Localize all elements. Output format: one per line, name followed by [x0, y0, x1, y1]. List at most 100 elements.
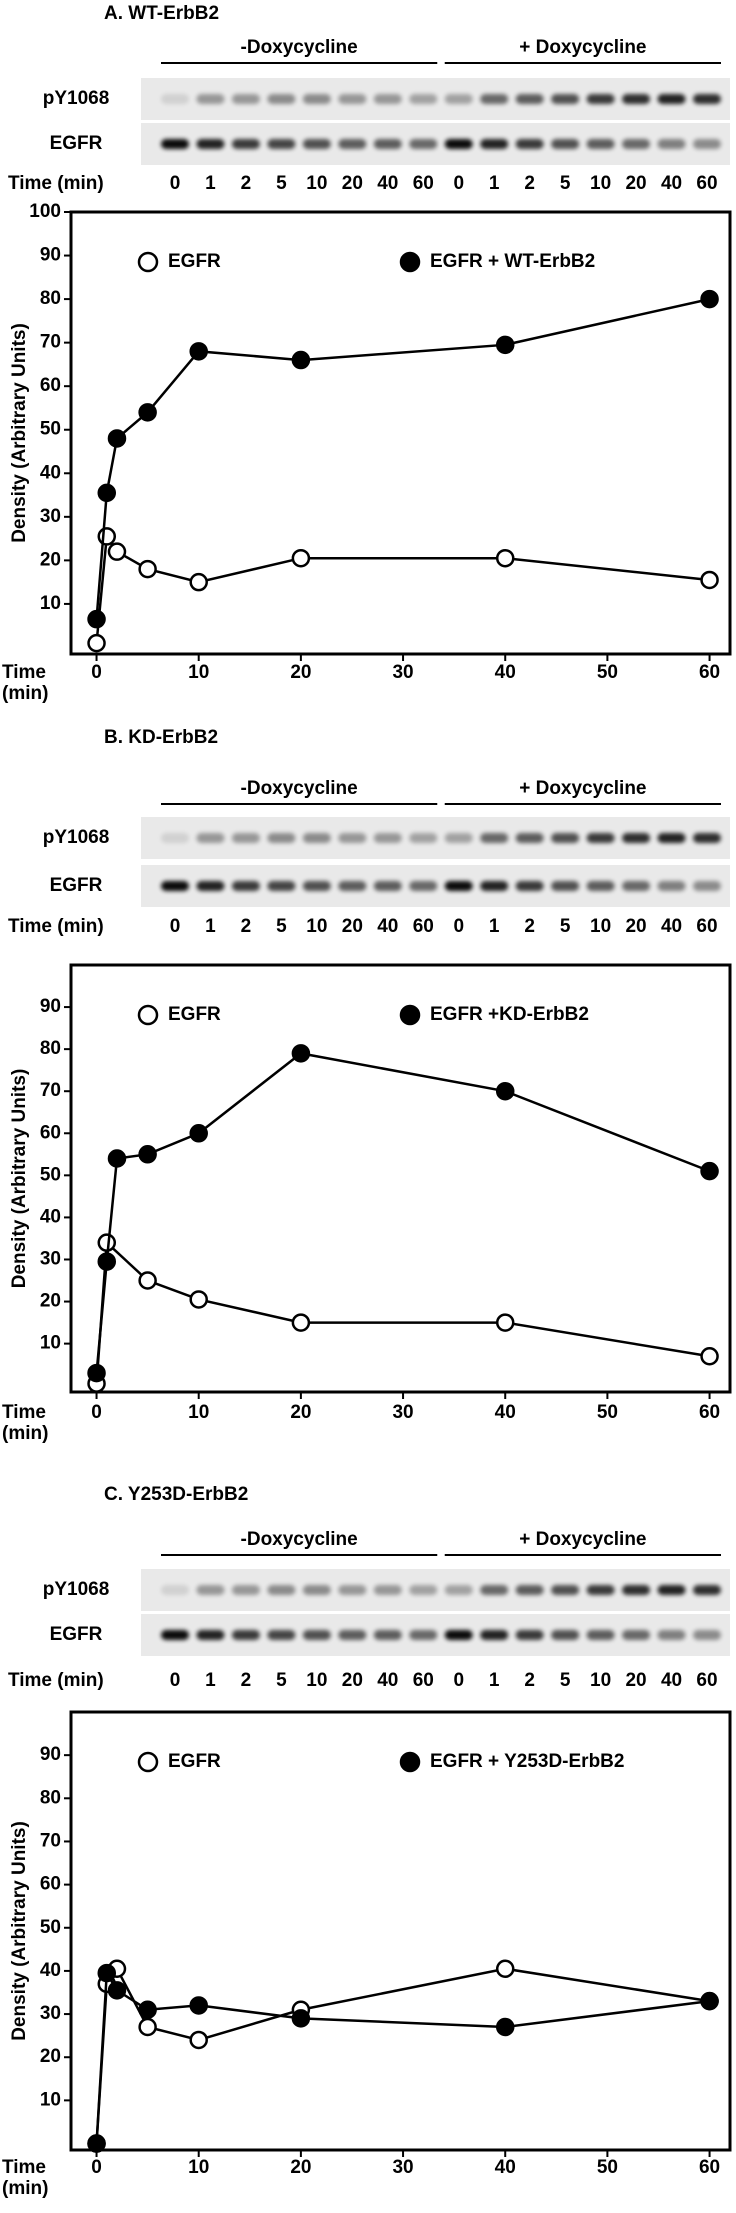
data-point — [87, 1363, 106, 1383]
blot-band — [480, 94, 509, 104]
panel-title: C. Y253D-ErbB2 — [104, 1484, 248, 1505]
y-tick-label: 50 — [40, 1917, 61, 1938]
lane-label: 2 — [241, 1670, 252, 1691]
lane-label: 5 — [560, 1670, 571, 1691]
lane-label: 0 — [170, 173, 181, 194]
time-label: Time (min) — [8, 173, 104, 194]
x-tick-label: 60 — [699, 1402, 720, 1423]
blot-band — [586, 881, 615, 891]
lane-label: 40 — [377, 173, 398, 194]
blot-band — [515, 833, 544, 843]
blot-band — [657, 833, 686, 843]
blot-band — [231, 833, 260, 843]
lane-label: 1 — [489, 1670, 500, 1691]
y-tick-label: 60 — [40, 1874, 61, 1895]
lane-label: 20 — [625, 1670, 646, 1691]
blot-band — [551, 1630, 580, 1640]
data-point — [107, 1981, 127, 2000]
x-tick-label: 10 — [188, 1402, 209, 1423]
blot-band — [515, 1630, 544, 1640]
blot-band — [373, 833, 402, 843]
time-label: Time (min) — [8, 1670, 104, 1691]
y-tick-label: 10 — [40, 1333, 61, 1354]
blot-band — [302, 881, 331, 891]
blot-band — [231, 1585, 260, 1595]
y-tick-label: 10 — [40, 593, 61, 614]
blot-band — [373, 881, 402, 891]
data-point — [700, 1991, 719, 2011]
blot-band — [267, 1630, 296, 1640]
lane-label: 20 — [625, 916, 646, 937]
blot-band — [551, 833, 580, 843]
y-tick-label: 80 — [40, 288, 61, 309]
data-point — [97, 483, 117, 503]
legend-marker — [137, 251, 159, 273]
blot-band — [409, 833, 438, 843]
blot-band — [302, 1630, 331, 1640]
blot-band — [409, 1585, 438, 1595]
blot-row-label: EGFR — [50, 133, 103, 154]
blot-band — [267, 833, 296, 843]
blot-band — [196, 94, 225, 104]
data-point — [138, 403, 157, 422]
blot-band — [302, 1585, 331, 1595]
lane-label: 10 — [590, 1670, 611, 1691]
x-tick-label: 30 — [392, 2157, 413, 2178]
lane-label: 60 — [413, 173, 434, 194]
lane-label: 60 — [696, 1670, 717, 1691]
y-tick-label: 30 — [40, 1248, 61, 1269]
blot-band — [338, 1630, 367, 1640]
blot-band — [196, 833, 225, 843]
blot-band — [586, 139, 615, 149]
y-tick-label: 20 — [40, 549, 61, 570]
legend-label: EGFR +KD-ErbB2 — [430, 1004, 589, 1025]
blot-band — [373, 1630, 402, 1640]
blot-group-label: + Doxycycline — [519, 778, 646, 799]
legend-marker — [137, 1004, 159, 1026]
data-point — [495, 548, 515, 568]
blot-band — [693, 881, 721, 891]
blot-band — [480, 833, 509, 843]
x-tick-label: 60 — [699, 662, 720, 683]
blot-band — [693, 1630, 721, 1640]
legend-marker — [399, 1751, 421, 1773]
blot-band — [444, 139, 473, 149]
data-point — [189, 342, 208, 361]
blot-band — [196, 1585, 225, 1595]
blot-band — [161, 833, 189, 843]
data-point — [87, 633, 106, 653]
data-point — [700, 1161, 719, 1181]
blot-band — [338, 833, 367, 843]
data-point — [189, 2030, 208, 2050]
blot-row-label: pY1068 — [43, 88, 110, 109]
plot-frame — [69, 963, 732, 1394]
lane-label: 2 — [524, 1670, 535, 1691]
data-point — [107, 1149, 127, 1168]
blot-band — [231, 881, 260, 891]
legend-label: EGFR — [168, 1751, 221, 1772]
y-axis-label: Density (Arbitrary Units) — [9, 323, 30, 543]
x-tick-label: 30 — [392, 1402, 413, 1423]
blot-band — [373, 94, 402, 104]
x-axis-label: (min) — [2, 1423, 48, 1444]
data-point — [189, 1996, 208, 2015]
blot-band — [551, 881, 580, 891]
lane-label: 1 — [489, 916, 500, 937]
lane-label: 60 — [413, 1670, 434, 1691]
blot-band — [161, 881, 189, 891]
blot-row-label: pY1068 — [43, 827, 110, 848]
data-point — [495, 1959, 515, 1979]
data-point — [97, 1963, 117, 1983]
lane-label: 5 — [276, 1670, 287, 1691]
data-point — [189, 572, 208, 592]
blot-band — [551, 94, 580, 104]
blot-band — [231, 94, 260, 104]
lane-label: 40 — [661, 1670, 682, 1691]
lane-label: 0 — [453, 1670, 464, 1691]
y-tick-label: 60 — [40, 375, 61, 396]
x-axis-label: (min) — [2, 2178, 48, 2199]
y-tick-label: 80 — [40, 1038, 61, 1059]
x-tick-label: 50 — [597, 662, 618, 683]
lane-label: 40 — [661, 916, 682, 937]
series-line — [95, 1239, 710, 1384]
